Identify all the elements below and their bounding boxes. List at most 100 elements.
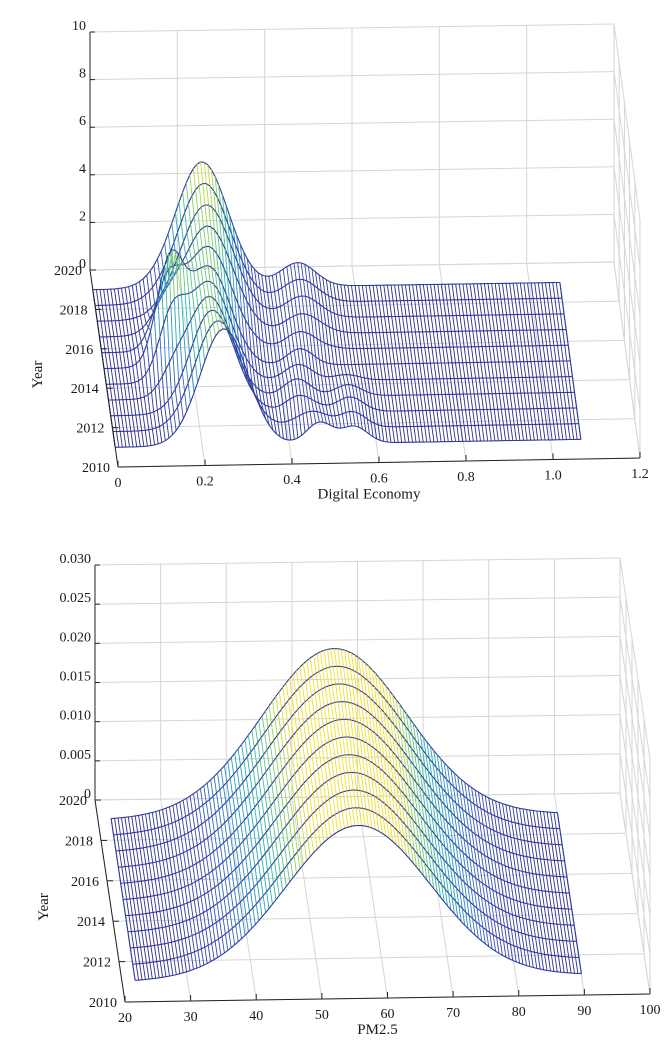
- surface-mesh-line: [319, 304, 323, 323]
- surface-mesh-line: [321, 688, 325, 707]
- surface-mesh-line: [173, 412, 177, 431]
- surface-mesh-line: [526, 856, 530, 873]
- surface-mesh-line: [307, 698, 312, 717]
- surface-mesh-line: [513, 838, 517, 855]
- surface-mesh-line: [317, 828, 321, 846]
- surface-mesh-line: [136, 898, 140, 915]
- surface-mesh-line: [430, 829, 434, 847]
- surface-mesh-line: [348, 384, 352, 397]
- surface-mesh-line: [502, 393, 506, 410]
- surface-mesh-line: [358, 364, 362, 378]
- surface-mesh-line: [154, 828, 158, 845]
- surface-mesh-line: [530, 904, 534, 921]
- surface-mesh-line: [352, 348, 356, 365]
- surface-mesh-line: [284, 338, 288, 356]
- surface-mesh-line: [383, 756, 387, 775]
- surface-mesh-line: [282, 403, 286, 422]
- surface-mesh-line: [311, 354, 315, 372]
- surface-mesh-line: [170, 959, 174, 976]
- surface-mesh-line: [399, 789, 403, 808]
- surface-mesh-line: [117, 817, 121, 835]
- surface-mesh-line: [437, 838, 441, 856]
- surface-mesh-line: [211, 267, 215, 285]
- surface-mesh-line: [381, 739, 385, 758]
- surface-mesh-line: [328, 295, 332, 312]
- surface-mesh-line: [186, 902, 191, 920]
- surface-mesh-line: [256, 285, 260, 303]
- surface-mesh-line: [407, 785, 411, 803]
- surface-mesh-line: [496, 936, 500, 954]
- surface-mesh-line: [430, 284, 434, 301]
- surface-mesh-line: [439, 813, 443, 831]
- surface-mesh-line: [216, 197, 220, 218]
- surface-mesh-line: [457, 776, 461, 793]
- surface-mesh-line: [218, 276, 222, 296]
- surface-mesh-line: [554, 844, 559, 861]
- surface-mesh-line: [362, 692, 366, 711]
- surface-mesh-line: [541, 890, 545, 907]
- x-tick-label: 50: [315, 1008, 329, 1023]
- surface-mesh-line: [316, 710, 321, 729]
- surface-mesh-line: [325, 279, 329, 296]
- surface-mesh-line: [350, 772, 354, 791]
- surface-mesh-line: [534, 889, 538, 906]
- surface-mesh-line: [363, 725, 368, 744]
- surface-mesh-line: [121, 367, 125, 384]
- surface-mesh-line: [408, 815, 413, 833]
- surface-mesh-line: [282, 748, 286, 766]
- surface-mesh-line: [541, 282, 545, 299]
- surface-mesh-line: [336, 775, 341, 794]
- surface-mesh-line: [557, 298, 561, 314]
- surface-mesh-line: [486, 299, 490, 316]
- surface-mesh-line: [140, 947, 144, 964]
- surface-mesh-line: [178, 923, 183, 940]
- surface-mesh-line: [132, 318, 136, 334]
- surface-mesh-line: [414, 836, 419, 855]
- surface-mesh-line: [406, 755, 410, 773]
- surface-mesh-line: [214, 887, 218, 904]
- surface-mesh-line: [217, 772, 221, 790]
- surface-mesh-line: [178, 202, 182, 222]
- surface-mesh-line: [149, 413, 153, 430]
- surface-mesh-line: [299, 279, 303, 297]
- surface-mesh-line: [139, 281, 143, 298]
- surface-mesh-line: [172, 925, 176, 942]
- surface-mesh-line: [401, 820, 405, 838]
- surface-mesh-line: [140, 397, 144, 415]
- surface-mesh-line: [211, 815, 215, 833]
- surface-mesh-line: [348, 685, 353, 704]
- surface-mesh-line: [126, 899, 130, 916]
- surface-mesh-line: [517, 931, 522, 949]
- surface-mesh-line: [153, 265, 157, 283]
- surface-mesh-line: [474, 346, 478, 363]
- surface-mesh-line: [491, 314, 495, 331]
- surface-mesh-line: [506, 314, 510, 331]
- surface-mesh-line: [424, 862, 428, 881]
- surface-mesh-line: [541, 938, 546, 955]
- surface-mesh-line: [252, 331, 256, 356]
- surface-mesh-line: [345, 809, 349, 828]
- surface-mesh-line: [443, 859, 447, 877]
- surface-mesh-line: [200, 948, 205, 966]
- surface-mesh-line: [218, 217, 223, 242]
- surface-mesh-line: [250, 891, 254, 908]
- surface-mesh-line: [258, 840, 263, 858]
- surface-mesh-line: [436, 850, 440, 868]
- surface-mesh-line: [126, 431, 130, 448]
- surface-mesh-line: [274, 291, 278, 308]
- surface-mesh-line: [420, 426, 424, 443]
- surface-mesh-line: [141, 930, 145, 947]
- surface-mesh-line: [295, 691, 299, 710]
- surface-mesh-line: [257, 742, 261, 760]
- surface-mesh-line: [498, 908, 502, 925]
- surface-mesh-line: [359, 414, 363, 430]
- surface-mesh-line: [198, 932, 202, 949]
- surface-mesh-line: [336, 283, 340, 300]
- surface-mesh-line: [357, 657, 362, 675]
- surface-mesh-line: [188, 248, 192, 260]
- surface-mesh-line: [136, 398, 140, 415]
- surface-mesh-line: [223, 765, 228, 783]
- surface-mesh-line: [419, 284, 423, 301]
- surface-mesh-line: [304, 821, 309, 840]
